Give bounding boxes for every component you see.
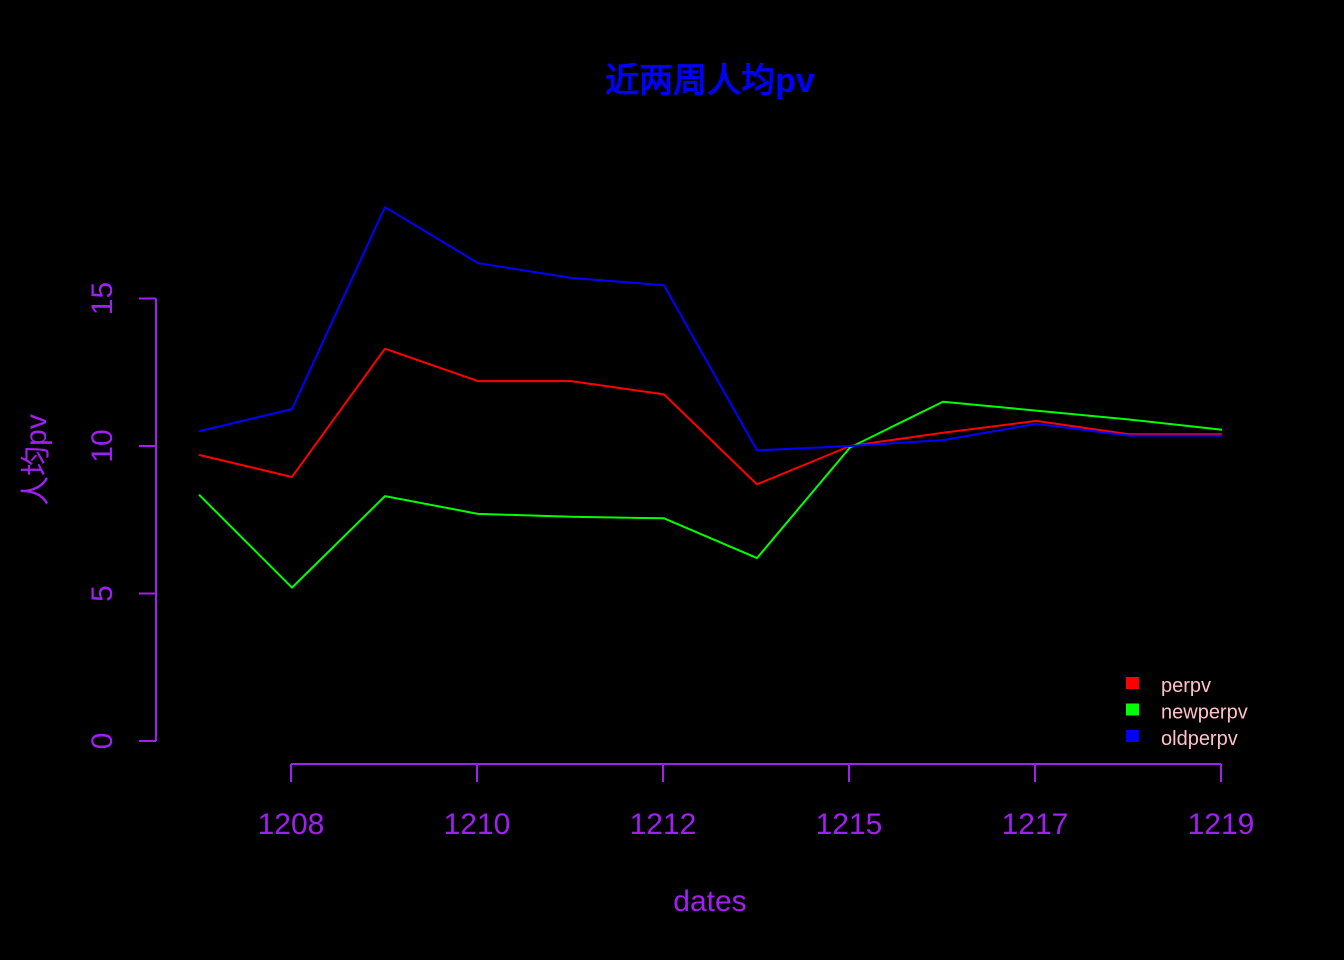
- y-tick-label: 15: [86, 282, 119, 315]
- series-line-oldperpv: [198, 206, 1222, 452]
- x-axis: 1208 1210 1212 1215 1217 1219: [258, 763, 1255, 841]
- x-tick-label: 1219: [1188, 808, 1255, 841]
- legend-label-perpv: perpv: [1161, 675, 1211, 697]
- legend-swatch-perpv: [1126, 677, 1139, 689]
- x-tick-label: 1212: [630, 808, 697, 841]
- y-axis-label: 人均pv: [20, 414, 53, 506]
- series-line-newperpv: [198, 400, 1223, 589]
- legend: perpv newperpv oldperpv: [1126, 675, 1248, 750]
- legend-label-oldperpv: oldperpv: [1161, 728, 1238, 750]
- x-tick-label: 1215: [816, 808, 883, 841]
- plot-area: [198, 206, 1223, 589]
- x-axis-label: dates: [673, 885, 746, 918]
- legend-swatch-oldperpv: [1126, 730, 1139, 742]
- y-tick-label: 0: [86, 733, 119, 750]
- chart-title: 近两周人均pv: [605, 62, 815, 100]
- legend-label-newperpv: newperpv: [1161, 702, 1248, 724]
- x-tick-label: 1217: [1002, 808, 1069, 841]
- y-tick-label: 5: [86, 585, 119, 602]
- y-tick-label: 10: [86, 429, 119, 462]
- y-axis: 0 5 10 15: [86, 282, 157, 750]
- legend-swatch-newperpv: [1126, 703, 1139, 716]
- x-tick-label: 1210: [444, 808, 511, 841]
- series-line-perpv: [198, 347, 1222, 486]
- x-tick-label: 1208: [258, 808, 325, 841]
